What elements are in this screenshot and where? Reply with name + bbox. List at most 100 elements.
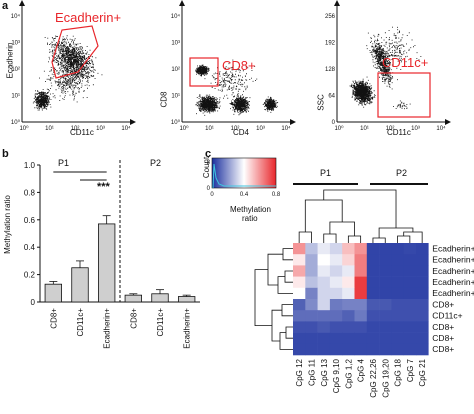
heat-group-p2: P2 [396,168,408,178]
flow1-ytick: 10⁴ [11,13,21,20]
col-dendro [372,237,386,243]
heatmap-column-label: CpG 22,26 [369,358,378,397]
heat-group-p1: P1 [320,168,332,178]
heatmap-row-label: CD8+ [432,344,454,354]
heatmap-cell [403,265,417,277]
bar-ytick-label: 0.8 [24,188,36,197]
bar-ytick-label: 1.0 [24,161,36,170]
heatmap-cell [366,287,380,300]
heatmap-cell [305,332,318,345]
heatmap-cell [354,321,368,333]
row-dendro [284,270,293,283]
flow1-ytick: 10³ [11,41,20,47]
heatmap-cell [293,254,306,266]
heatmap-cell [366,332,380,345]
heatmap-cell [329,276,343,289]
bar-group-p1: P1 [58,158,70,168]
flow1-ytick: 10⁰ [11,119,21,126]
bar-category-label: CD8+ [129,308,138,329]
heatmap-cell [403,321,417,333]
heatmap-row-label: Ecadherin+ [432,266,474,276]
flow2-x-arrow [290,119,296,125]
heatmap-cell [317,299,331,311]
flow-plot-1: 10⁰ 10¹ 10² 10³ 10⁴ 10⁰ 10¹ 10² 10³ 10⁴ [11,0,136,132]
heatmap-cell [293,287,306,300]
flow2-xtick: 10² [231,126,240,132]
heatmap-cell [366,343,380,356]
heatmap-cell [416,343,429,356]
heatmap-cell [329,254,343,266]
col-dendro [403,231,423,243]
heatmap-cell [366,254,380,266]
bar-ytick-label: 0.6 [24,216,36,225]
heatmap-cell [379,310,392,322]
flow3-cd11c-events [393,100,411,110]
heatmap-cell [391,265,404,277]
heatmap-row-label: Ecadherin+ [432,243,474,253]
flow1-main-population [44,35,103,86]
heatmap-cell [293,321,306,333]
bar-ytick-label: 0.2 [24,271,36,280]
heatmap-cell [416,299,429,311]
bar-significance: *** [97,181,110,193]
panel-label-b: b [2,148,9,160]
heatmap-cell [293,310,306,322]
flow2-ytick: 10¹ [171,94,180,100]
heatmap-cell [329,343,343,356]
heatmap-cell [391,276,404,289]
heatmap-cell [305,265,318,277]
heatmap-cell [329,243,343,255]
flow2-xtick: 10⁰ [179,125,189,132]
flow2-events [189,57,279,116]
flow3-xtick: 10⁴ [436,125,446,132]
legend-xlabel: Methylation [230,205,271,214]
flow2-gate-label: CD8+ [222,58,256,73]
flow1-scatter [39,55,94,103]
heatmap-cell [391,332,404,345]
flow2-cd8-population [195,64,210,77]
flow1-xtick: 10⁴ [121,125,131,132]
flow3-ytick: 64 [328,94,335,100]
heatmap-cell [379,243,392,255]
flow3-events [349,26,431,118]
flow3-gate-label: CD11c+ [382,55,429,70]
col-dendro [323,233,337,243]
heatmap-cell [391,243,404,255]
heatmap-cell [329,310,343,322]
row-dendro [282,248,293,261]
heatmap-cell [403,332,417,345]
flow2-xtick: 10¹ [205,126,214,132]
heatmap-cell [366,310,380,322]
col-dendro [304,199,343,232]
heatmap-cell [354,310,368,322]
flow1-gate-label: Ecadherin+ [55,10,122,25]
heatmap-cell [317,276,331,289]
heatmap-cell [305,287,318,300]
heatmap-cell [317,343,331,356]
heatmap-cell [305,276,318,289]
flow2-ytick: 10² [171,67,180,73]
heatmap-cell [342,343,355,356]
heatmap-cell [354,265,368,277]
flow2-ytick: 10³ [171,41,180,47]
flow1-y-arrow [19,0,25,6]
flow2-cd4-right [262,96,279,113]
flow1-gate [51,25,99,79]
heatmap-cell [305,299,318,311]
row-dendro [279,332,293,350]
heatmap-cell [342,332,355,345]
heatmap-row-label: CD8+ [432,333,454,343]
legend-xtick: 0 [210,192,214,198]
flow1-xtick: 10³ [96,126,105,132]
heatmap-cell [305,310,318,322]
heatmap-cell [354,343,368,356]
heatmap-cell [305,321,318,333]
heatmap-cell [366,321,380,333]
flow1-xtick: 10⁰ [19,125,29,132]
heatmap-cell [293,243,306,255]
flow3-xtick: 10⁰ [334,125,344,132]
heatmap-column-label: CpG 21 [418,358,427,386]
flow1-low-population [32,89,52,111]
